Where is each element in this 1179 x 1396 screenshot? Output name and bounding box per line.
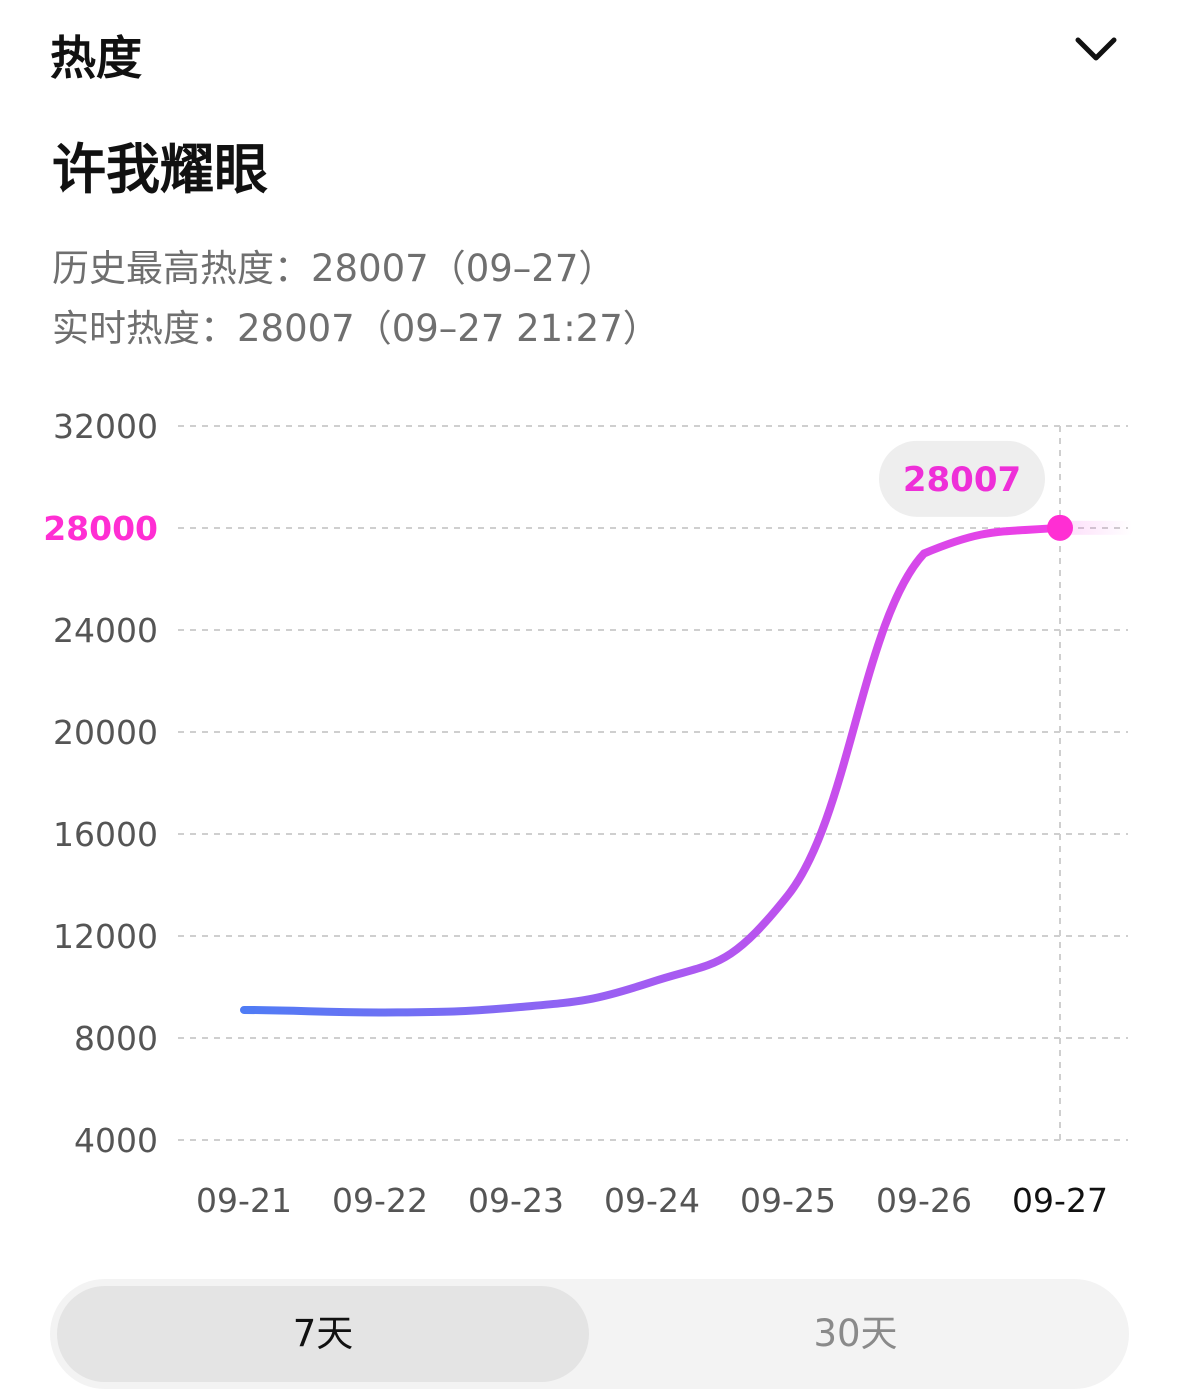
y-tick-label: 28000: [43, 509, 158, 548]
x-tick-label: 09-22: [332, 1181, 428, 1220]
x-tick-label: 09-24: [604, 1181, 700, 1220]
y-tick-label: 16000: [53, 815, 158, 854]
tab-30-days[interactable]: 30天: [813, 1312, 898, 1355]
x-tick-label: 09-23: [468, 1181, 564, 1220]
y-tick-label: 8000: [74, 1019, 158, 1058]
item-title: 许我耀眼: [52, 138, 268, 201]
y-tick-label: 32000: [53, 407, 158, 446]
peak-heat-text: 历史最高热度：28007（09–27）: [52, 247, 616, 290]
x-tick-label: 09-25: [740, 1181, 836, 1220]
heat-line-chart: 4000 8000 12000 16000 20000 24000 28000 32000 0…: [43, 407, 1132, 1220]
tooltip-value: 28007: [903, 460, 1021, 500]
heat-series-line: [240, 523, 1064, 1017]
latest-point-marker[interactable]: [1047, 514, 1073, 541]
x-tick-label: 09-21: [196, 1181, 292, 1220]
value-tooltip: [879, 440, 1045, 517]
marker-glow: [1060, 520, 1132, 535]
section-title: 热度: [50, 31, 142, 85]
x-tick-label: 09-26: [876, 1181, 972, 1220]
chevron-down-icon: [1075, 37, 1117, 61]
y-tick-label: 24000: [53, 611, 158, 650]
tab-7-days[interactable]: 7天: [57, 1286, 589, 1382]
x-tick-label: 09-27: [1012, 1181, 1108, 1220]
y-tick-label: 12000: [53, 917, 158, 956]
y-tick-label: 4000: [74, 1121, 158, 1160]
live-heat-text: 实时热度：28007（09–27 21:27）: [52, 307, 660, 350]
range-switch: 7天 30天: [50, 1279, 1129, 1389]
collapse-button[interactable]: [1068, 30, 1124, 74]
y-tick-label: 20000: [53, 713, 158, 752]
